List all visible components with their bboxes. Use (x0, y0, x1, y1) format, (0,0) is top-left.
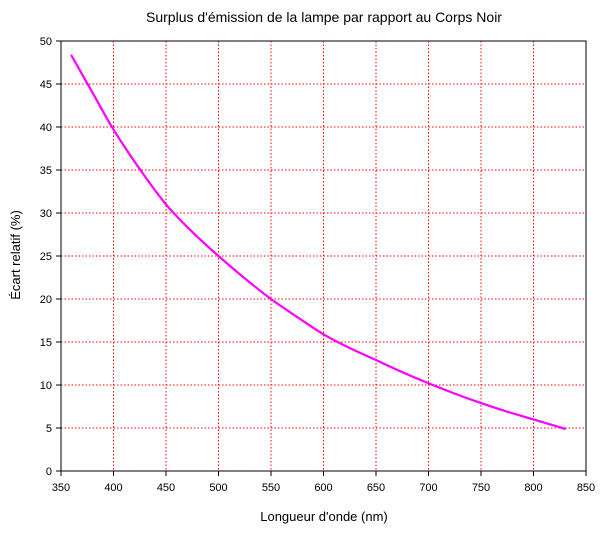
y-tick-label: 0 (46, 466, 52, 478)
x-tick-label: 850 (577, 482, 595, 494)
x-tick-label: 650 (367, 482, 385, 494)
series-layer (70, 54, 567, 430)
y-tick-label: 40 (40, 122, 52, 134)
x-tick-label: 750 (472, 482, 490, 494)
y-tick-label: 30 (40, 208, 52, 220)
y-axis-label: Écart relatif (%) (8, 210, 23, 300)
y-tick-label: 5 (46, 423, 52, 435)
grid-lines (61, 41, 586, 471)
x-tick-label: 600 (314, 482, 332, 494)
x-tick-label: 500 (209, 482, 227, 494)
x-tick-label: 550 (262, 482, 280, 494)
y-tick-label: 15 (40, 337, 52, 349)
y-tick-label: 25 (40, 251, 52, 263)
y-tick-label: 35 (40, 165, 52, 177)
x-tick-label: 700 (419, 482, 437, 494)
x-tick-label: 800 (524, 482, 542, 494)
x-axis-label: Longueur d'onde (nm) (260, 509, 388, 524)
y-tick-label: 45 (40, 79, 52, 91)
chart-title: Surplus d'émission de la lampe par rappo… (146, 9, 502, 25)
axes: 350 400 450 500 550 600 650 700 750 800 850 0 5 10 15 2… (40, 36, 595, 494)
series-line (70, 54, 567, 430)
y-tick-label: 50 (40, 36, 52, 48)
y-tick-label: 10 (40, 380, 52, 392)
x-tick-label: 400 (104, 482, 122, 494)
y-tick-label: 20 (40, 294, 52, 306)
x-tick-label: 350 (52, 482, 70, 494)
x-tick-label: 450 (157, 482, 175, 494)
